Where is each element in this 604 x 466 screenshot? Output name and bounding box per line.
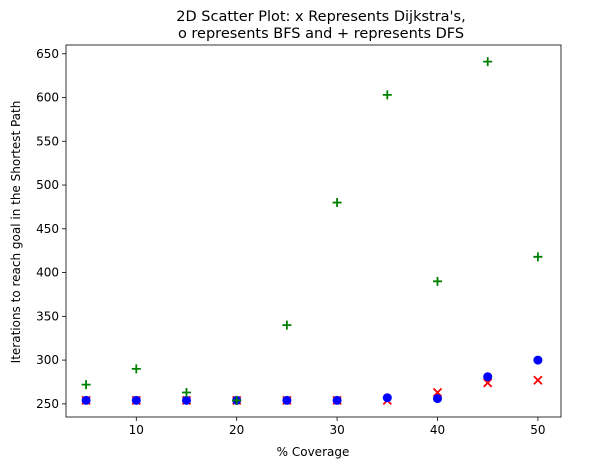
y-tick-label: 600 <box>36 91 59 105</box>
dfs-point <box>181 387 191 397</box>
bfs-point <box>81 395 91 405</box>
dfs-point <box>81 380 91 390</box>
dfs-point <box>232 395 242 405</box>
bfs-point <box>181 395 191 405</box>
dfs-point <box>332 198 342 208</box>
data-points <box>81 57 543 406</box>
bfs-point <box>433 394 443 404</box>
plot-frame <box>65 44 562 418</box>
x-tick-label: 40 <box>430 423 445 437</box>
bfs-point <box>382 393 392 403</box>
y-axis-label: Iterations to reach goal in the Shortest… <box>9 101 23 364</box>
x-tick-label: 50 <box>530 423 545 437</box>
dfs-point <box>433 276 443 286</box>
y-tick-label: 500 <box>36 178 59 192</box>
dfs-point <box>533 252 543 262</box>
y-tick-label: 550 <box>36 134 59 148</box>
y-tick-label: 400 <box>36 266 59 280</box>
dfs-point <box>131 364 141 374</box>
y-tick-label: 300 <box>36 353 59 367</box>
bfs-point <box>483 372 493 382</box>
chart-title-line1: 2D Scatter Plot: x Represents Dijkstra's… <box>176 9 465 25</box>
y-tick-label: 250 <box>36 397 59 411</box>
bfs-point <box>282 395 292 405</box>
x-tick-label: 30 <box>329 423 344 437</box>
bfs-point <box>131 395 141 405</box>
dijkstra-point <box>533 375 543 385</box>
dfs-point <box>282 320 292 330</box>
y-tick-label: 350 <box>36 309 59 323</box>
bfs-point <box>533 355 543 365</box>
x-tick-label: 10 <box>129 423 144 437</box>
x-tick-label: 20 <box>229 423 244 437</box>
dfs-point <box>382 90 392 100</box>
bfs-point <box>332 395 342 405</box>
dfs-point <box>483 57 493 67</box>
y-tick-label: 650 <box>36 47 59 61</box>
x-axis-label: % Coverage <box>277 445 350 459</box>
y-tick-label: 450 <box>36 222 59 236</box>
chart-title-line2: o represents BFS and + represents DFS <box>178 26 464 42</box>
axis-ticks: 10 20 30 40 50 250 300 350 400 450 500 550 600 650 <box>36 47 545 437</box>
